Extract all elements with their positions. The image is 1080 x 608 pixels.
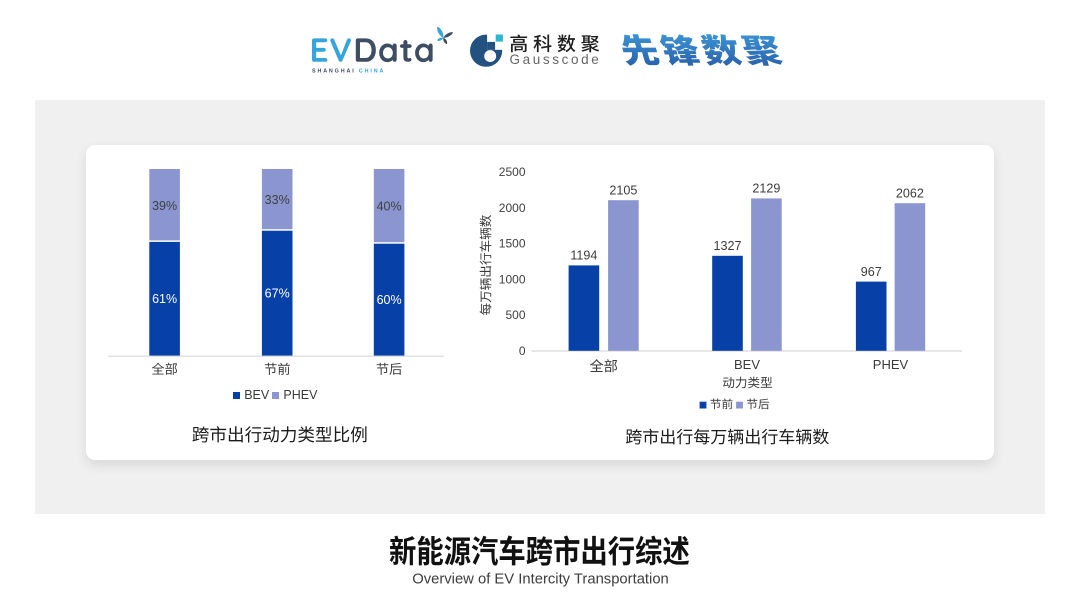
svg-text:PHEV: PHEV (873, 357, 909, 372)
svg-text:2129: 2129 (752, 182, 780, 196)
svg-text:39%: 39% (152, 199, 177, 213)
svg-text:PHEV: PHEV (283, 388, 318, 402)
svg-text:2062: 2062 (896, 187, 924, 201)
svg-text:Overview of EV Intercity Trans: Overview of EV Intercity Transportation (412, 572, 669, 588)
svg-text:33%: 33% (265, 193, 290, 207)
svg-text:1500: 1500 (499, 237, 526, 251)
svg-text:2000: 2000 (499, 201, 526, 215)
svg-text:BEV: BEV (244, 388, 270, 402)
svg-text:SHANGHAI CHINA: SHANGHAI CHINA (312, 69, 385, 75)
svg-text:61%: 61% (152, 292, 177, 306)
svg-text:Gausscode: Gausscode (510, 52, 602, 67)
svg-text:0: 0 (519, 344, 526, 358)
svg-text:40%: 40% (377, 200, 402, 214)
svg-text:60%: 60% (377, 293, 402, 307)
svg-text:1327: 1327 (713, 239, 741, 253)
svg-text:2500: 2500 (499, 165, 526, 179)
svg-text:500: 500 (505, 308, 525, 322)
svg-text:BEV: BEV (734, 357, 760, 372)
svg-text:2105: 2105 (609, 184, 637, 198)
svg-text:967: 967 (861, 265, 882, 279)
svg-text:1000: 1000 (499, 272, 526, 286)
svg-text:67%: 67% (265, 287, 290, 301)
svg-text:1194: 1194 (570, 249, 597, 263)
